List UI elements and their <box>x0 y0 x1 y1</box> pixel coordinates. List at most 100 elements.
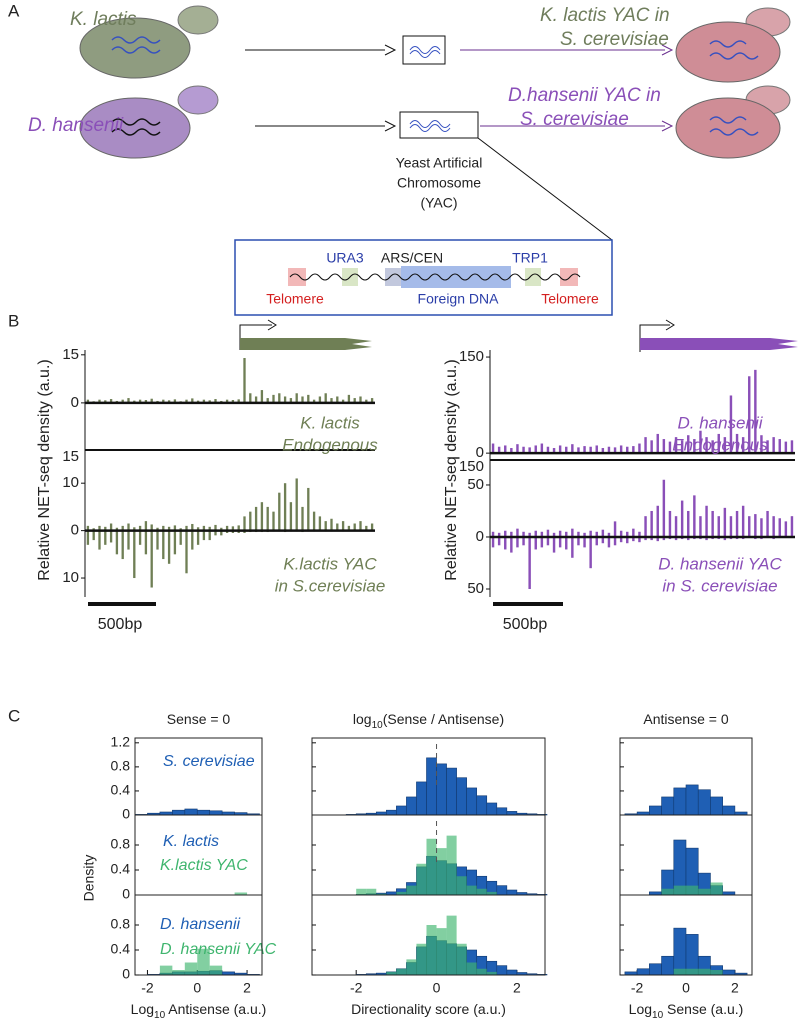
sense-bar <box>225 399 229 403</box>
sense-bar <box>687 510 690 537</box>
antisense-bar <box>705 536 708 541</box>
construct-label: ARS/CEN <box>381 250 443 266</box>
sense-bar <box>365 399 368 403</box>
yac-label: K. lactis YAC in <box>540 5 670 26</box>
sense-bar <box>644 516 647 537</box>
sense-bar <box>260 502 264 531</box>
antisense-bar <box>92 530 95 541</box>
x-tick-label: 0 <box>682 980 690 996</box>
sense-bar <box>510 448 513 454</box>
sample-label: in S.cerevisiae <box>275 576 386 595</box>
sense-bar <box>318 396 322 403</box>
sense-bar <box>173 525 177 531</box>
x-axis-label-part: Log <box>629 1001 652 1017</box>
sense-bar <box>266 398 269 403</box>
subplot-frame <box>134 737 263 816</box>
hist-bar <box>436 848 447 895</box>
sense-bar <box>650 510 653 537</box>
sample-label: K. lactis <box>300 413 360 432</box>
sense-bar <box>534 530 537 537</box>
hist-bar <box>446 767 457 816</box>
sense-bar <box>214 524 217 531</box>
x-axis-label-part: Antisense (a.u.) <box>165 1001 266 1017</box>
sense-bar <box>185 399 188 403</box>
sense-bar <box>723 507 727 537</box>
sense-bar <box>754 514 757 537</box>
x-axis-label-part: Directionality score (a.u.) <box>351 1001 506 1017</box>
dna <box>111 118 161 136</box>
sense-bar <box>595 531 598 537</box>
sense-bar <box>312 399 316 403</box>
antisense-bar <box>650 536 653 541</box>
sense-bar <box>301 506 304 531</box>
sense-bar <box>693 439 696 454</box>
sense-bar <box>687 435 690 454</box>
antisense-bar <box>656 536 659 542</box>
legend-label: D. hansenii <box>160 916 240 933</box>
sense-bar <box>497 446 501 454</box>
antisense-bar <box>510 536 513 553</box>
subplot-title-part: (Sense / Antisense) <box>383 711 504 727</box>
y-tick-label: 10 <box>62 474 79 491</box>
sense-bar <box>583 532 586 537</box>
sense-bar <box>249 511 252 531</box>
sense-bar <box>565 531 568 537</box>
y-tick-label: 50 <box>467 476 484 493</box>
x-axis-label-part: Log <box>131 1001 154 1017</box>
hist-bar <box>506 811 518 816</box>
species-label: K. lactis <box>70 9 137 30</box>
sense-bar <box>266 506 269 531</box>
y-tick-label: 50 <box>467 580 484 597</box>
sense-bar <box>359 396 362 403</box>
sense-bar <box>723 437 727 454</box>
sense-bar <box>370 523 374 531</box>
hist-bar <box>486 802 498 816</box>
cell <box>79 17 191 79</box>
dna <box>409 46 441 58</box>
antisense-bar <box>558 536 562 548</box>
hist-bar <box>661 888 674 895</box>
sense-bar <box>330 518 333 531</box>
sense-bar <box>717 433 720 454</box>
sense-bar <box>577 447 580 454</box>
legend-label: D. hansenii YAC <box>160 941 277 958</box>
sense-bar <box>571 528 574 537</box>
hist-bar <box>673 787 687 816</box>
hist-bar <box>673 968 686 975</box>
y-tick-label: 0 <box>71 522 79 539</box>
sense-bar <box>249 393 252 403</box>
antisense-bar <box>674 536 678 541</box>
sense-bar <box>662 439 666 454</box>
sense-bar <box>115 527 119 531</box>
hist-bar <box>386 809 397 816</box>
sense-bar <box>760 518 763 537</box>
antisense-bar <box>626 536 629 544</box>
antisense-bar <box>687 536 690 541</box>
y-tick-label: 0 <box>122 806 130 822</box>
scale-bar-label: 500bp <box>503 616 548 633</box>
hist-bar <box>386 971 397 975</box>
sense-bar <box>626 531 629 537</box>
sense-bar <box>150 398 153 403</box>
antisense-bar <box>534 536 537 550</box>
sense-bar <box>504 445 507 454</box>
panel-label: C <box>8 706 20 725</box>
sense-bar <box>312 511 316 531</box>
arrowhead <box>661 44 674 56</box>
y-tick-label: 15 <box>62 346 79 363</box>
hist-bar <box>426 757 437 816</box>
sense-bar <box>295 393 298 403</box>
sense-bar <box>589 446 592 454</box>
subplot-frame <box>134 814 263 896</box>
antisense-bar <box>191 530 194 550</box>
hist-bar <box>673 885 686 895</box>
subplot-title-part: Sense = 0 <box>167 711 231 727</box>
antisense-bar <box>589 536 592 569</box>
hist-bar <box>396 805 407 816</box>
sense-bar <box>289 502 293 531</box>
sense-bar <box>173 399 177 403</box>
legend-label: K. lactis <box>163 833 219 850</box>
sense-bar <box>711 440 714 454</box>
sense-bar <box>307 394 310 403</box>
hist-bar <box>685 784 699 816</box>
